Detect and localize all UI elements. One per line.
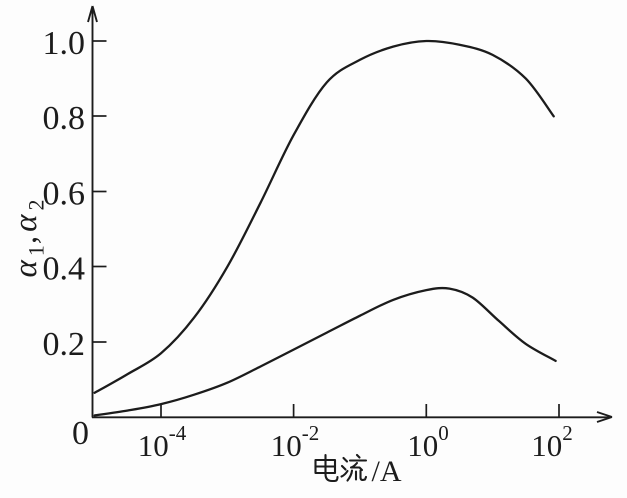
ylabel-alpha1: α (8, 256, 44, 278)
x-tick-label: 100 (407, 421, 449, 463)
x-tick-label: 10-2 (271, 421, 320, 463)
y-tick-label: 1.0 (43, 25, 86, 62)
alpha1-curve (93, 39, 555, 394)
alpha2-curve (93, 286, 557, 417)
y-tick-label: 0.4 (43, 251, 86, 288)
y-axis-title: α1,α2 (8, 163, 49, 313)
x-tick-base: 10 (531, 428, 562, 463)
x-tick-exponent: -4 (169, 421, 187, 445)
x-tick-exponent: 0 (438, 421, 449, 445)
x-tick-base: 10 (271, 428, 302, 463)
ylabel-comma: , (8, 231, 44, 245)
y-axis-arrow-icon (87, 5, 98, 23)
ylabel-sub1: 1 (23, 244, 49, 257)
y-tick-label: 0.8 (43, 100, 86, 137)
ylabel-alpha2: α (8, 210, 44, 232)
x-tick-label: 102 (531, 421, 573, 463)
x-axis-title: /A (314, 453, 402, 488)
y-tick-label: 0.2 (43, 326, 86, 363)
x-tick-base: 10 (407, 428, 438, 463)
x-tick-exponent: -2 (302, 421, 320, 445)
xlabel-hanzi-liu (340, 453, 368, 482)
x-tick-base: 10 (138, 428, 169, 463)
xlabel-unit: /A (372, 455, 402, 488)
x-axis-arrow-icon (596, 411, 613, 423)
ylabel-sub2: 2 (23, 198, 49, 211)
x-tick-label: 10-4 (138, 421, 187, 463)
xlabel-hanzi-dian (314, 453, 339, 483)
y-tick-label: 0.6 (43, 176, 86, 213)
x-tick-exponent: 2 (562, 421, 573, 445)
origin-label: 0 (72, 415, 89, 452)
